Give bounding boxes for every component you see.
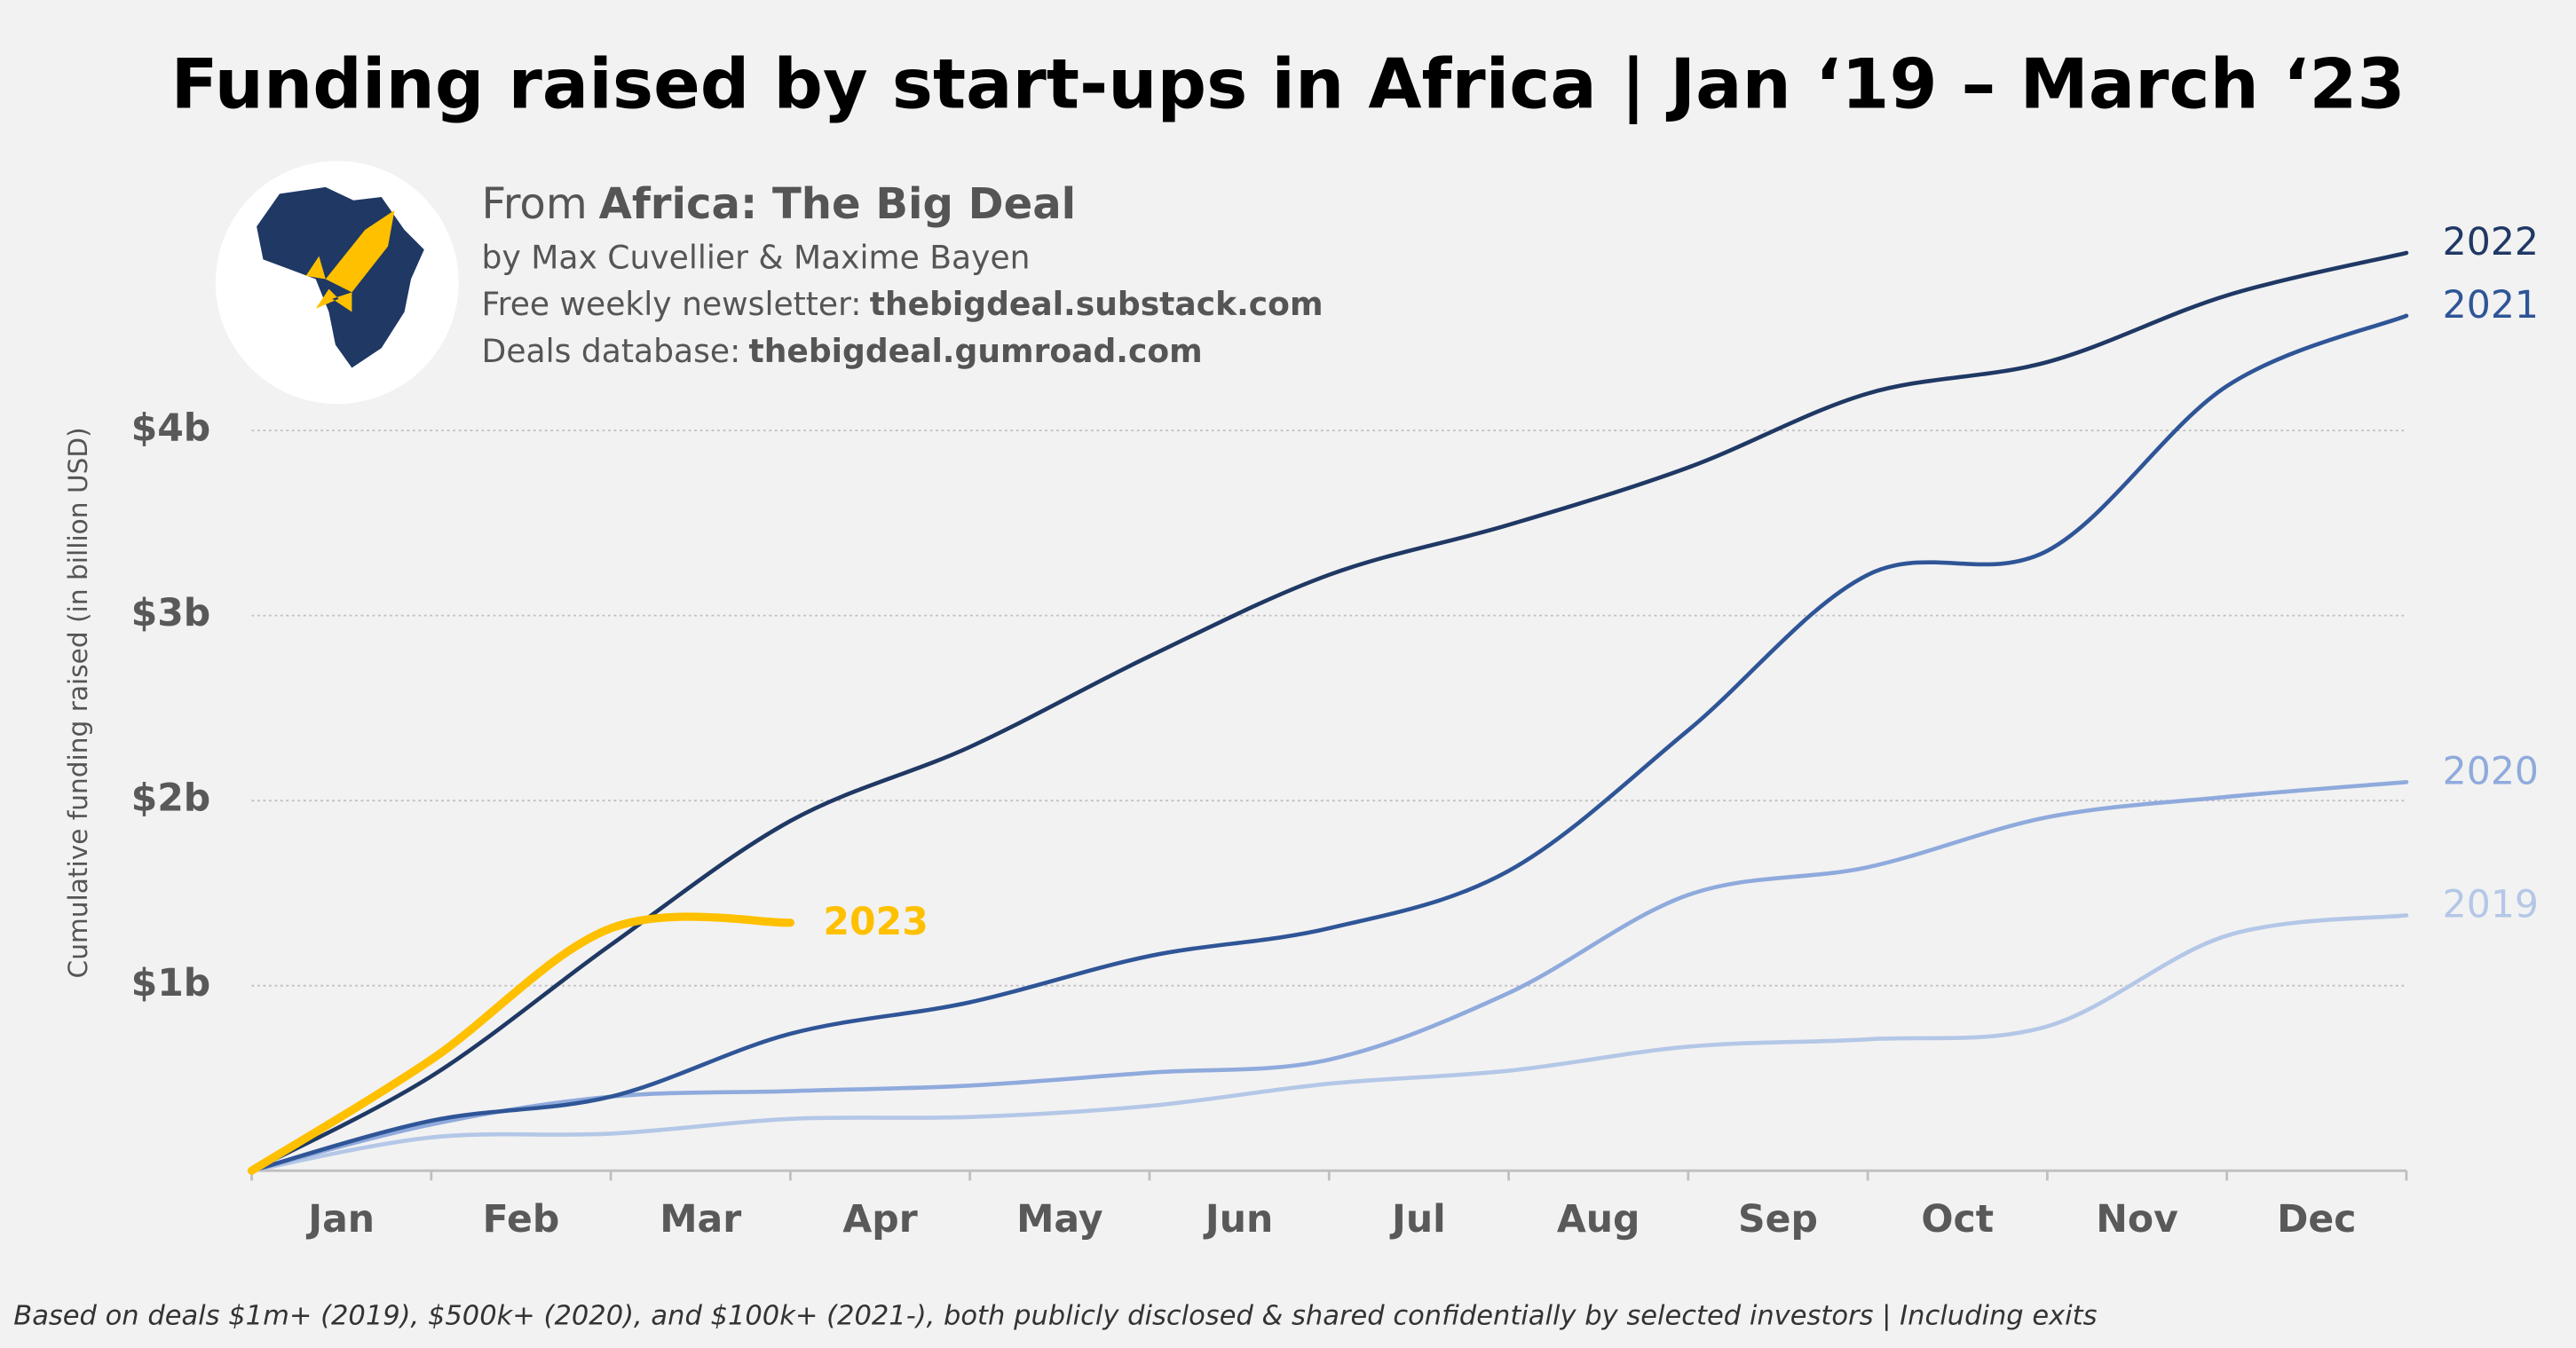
x-tick-label: Dec	[2277, 1198, 2356, 1242]
x-tick-label: Mar	[660, 1198, 741, 1242]
credit-line: by Max Cuvellier & Maxime Bayen	[482, 239, 1031, 276]
series-label: 2022	[2443, 221, 2539, 264]
credit-label: From	[482, 179, 588, 229]
x-tick-label: Feb	[483, 1198, 560, 1242]
credit-label: by Max Cuvellier & Maxime Bayen	[482, 239, 1031, 276]
chart-title: Funding raised by start-ups in Africa | …	[170, 44, 2405, 124]
x-tick-label: Jul	[1389, 1198, 1446, 1242]
series-label: 2023	[823, 901, 928, 944]
series-label: 2019	[2443, 884, 2539, 927]
logo	[215, 161, 459, 405]
y-tick-label: $3b	[131, 592, 211, 635]
y-tick-label: $1b	[131, 962, 211, 1005]
x-tick-label: Nov	[2096, 1198, 2178, 1242]
credit-line: From Africa: The Big Deal	[482, 179, 1077, 229]
y-tick-label: $4b	[131, 407, 211, 451]
credit-bold: thebigdeal.substack.com	[870, 286, 1324, 323]
x-tick-label: Sep	[1738, 1198, 1818, 1242]
x-tick-label: Jan	[305, 1198, 375, 1242]
series-line	[249, 913, 2409, 1173]
series-line	[247, 912, 795, 1175]
credit-label: Deals database:	[482, 333, 741, 370]
y-tick-label: $2b	[131, 777, 211, 821]
x-tick-label: Aug	[1557, 1198, 1640, 1242]
credits: From Africa: The Big Deal by Max Cuvellier…	[482, 179, 1324, 370]
x-tick-label: Oct	[1921, 1198, 1994, 1242]
series-line	[249, 250, 2409, 1173]
series-label: 2020	[2443, 751, 2539, 794]
series-label: 2021	[2443, 284, 2539, 327]
credit-bold: Africa: The Big Deal	[599, 179, 1077, 229]
credit-bold: thebigdeal.gumroad.com	[748, 333, 1202, 370]
credit-line: Free weekly newsletter: thebigdeal.substa…	[482, 286, 1324, 323]
x-tick-label: Jun	[1203, 1198, 1273, 1242]
footnote: Based on deals $1m+ (2019), $500k+ (2020…	[13, 1300, 2097, 1331]
credit-label: Free weekly newsletter:	[482, 286, 862, 323]
logo-rocket-fins	[305, 256, 352, 312]
x-tick-label: May	[1016, 1198, 1102, 1242]
logo-rocket	[325, 209, 395, 293]
y-axis-label: Cumulative funding raised (in billion US…	[63, 427, 93, 978]
series-line	[249, 313, 2409, 1173]
credit-line: Deals database: thebigdeal.gumroad.com	[482, 333, 1203, 370]
x-tick-label: Apr	[842, 1198, 917, 1242]
